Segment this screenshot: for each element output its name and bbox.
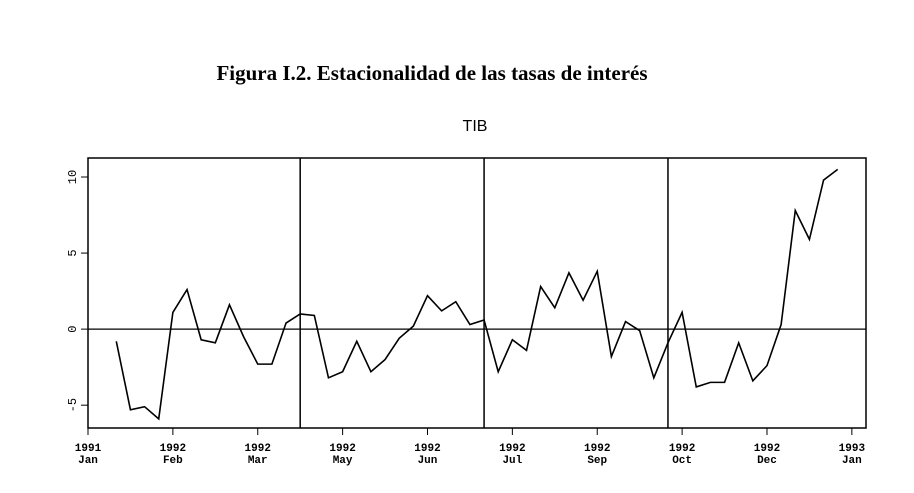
- y-tick-label: 5: [66, 249, 80, 256]
- chart-title: TIB: [463, 118, 488, 135]
- y-tick-label: 10: [66, 170, 80, 184]
- x-tick-label: 1992 Dec: [753, 443, 781, 467]
- y-tick-label: 0: [66, 326, 80, 333]
- y-tick-label: -5: [66, 398, 80, 412]
- x-tick-label: 1992 May: [329, 443, 356, 467]
- x-tick-label: 1992 Jun: [414, 443, 441, 467]
- x-tick-label: 1992 Sep: [584, 443, 611, 467]
- series-line: [115, 168, 839, 421]
- x-tick-label: 1992 Feb: [159, 443, 187, 467]
- x-tick-label: 1992 Jul: [499, 443, 526, 467]
- x-tick-label: 1992 Mar: [244, 443, 271, 467]
- x-tick-label: 1993 Jan: [838, 443, 866, 467]
- x-tick-label: 1991 Jan: [74, 443, 102, 467]
- plot-frame: [87, 157, 867, 429]
- x-tick-label: 1992 Oct: [668, 443, 696, 467]
- figure-title: Figura I.2. Estacionalidad de las tasas …: [216, 61, 647, 85]
